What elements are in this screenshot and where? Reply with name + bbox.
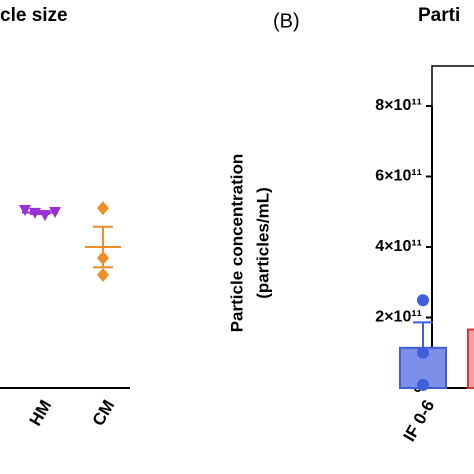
data-point <box>97 267 109 282</box>
significance-bracket <box>431 65 474 106</box>
y-axis-label: Particle concentration <box>227 154 246 333</box>
data-point <box>417 294 429 307</box>
y-tick-label: 8×10¹¹ <box>375 97 422 114</box>
data-point <box>417 378 429 391</box>
data-point <box>19 205 31 217</box>
chart-title: Parti <box>418 5 460 26</box>
y-axis-label: (particles/mL) <box>253 187 272 298</box>
y-tick-label: 6×10¹¹ <box>375 168 422 185</box>
x-tick-label: CM <box>89 397 119 429</box>
x-tick-label: HM <box>26 397 56 429</box>
data-point <box>97 201 109 216</box>
x-tick-label: IF 0-6 <box>400 397 439 445</box>
bar <box>467 328 474 389</box>
data-point <box>417 346 429 359</box>
panel-label: (B) <box>273 10 300 32</box>
y-tick-label: 4×10¹¹ <box>375 238 422 255</box>
chart-title: cle size <box>0 5 68 26</box>
y-tick-label: 2×10¹¹ <box>375 309 422 326</box>
